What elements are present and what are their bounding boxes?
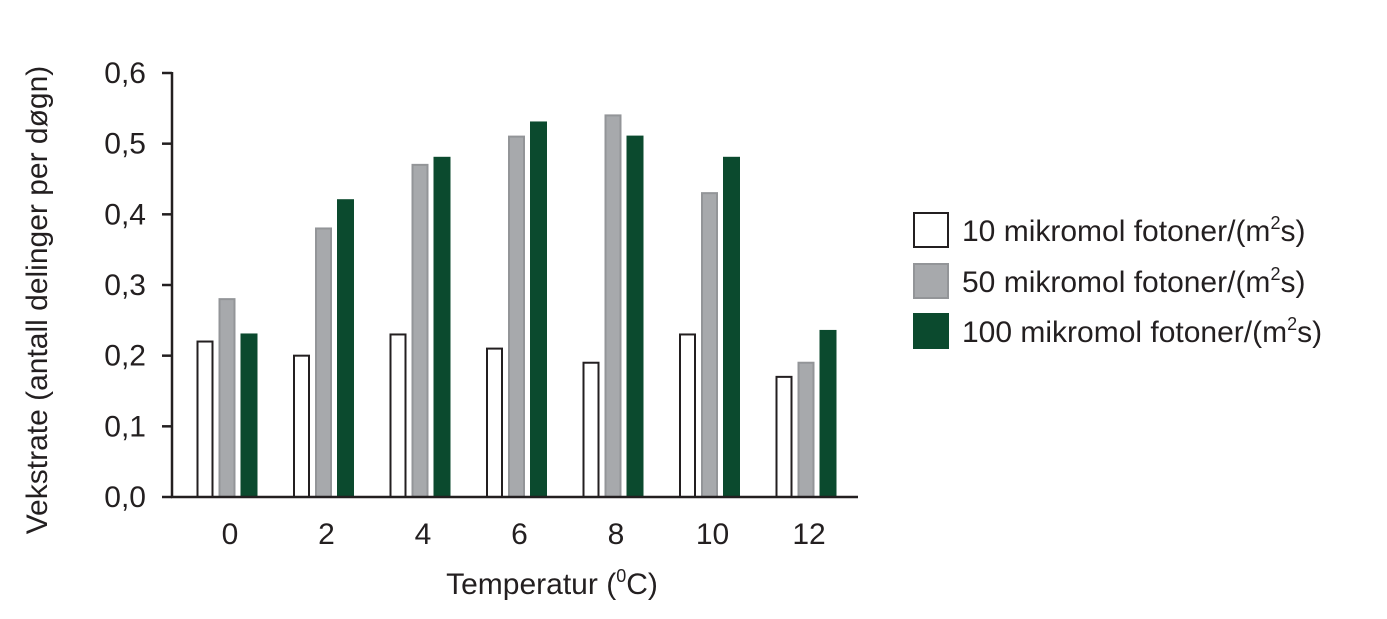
x-axis-label: Temperatur (0C)	[446, 566, 658, 601]
bar-series-3-cat-10	[723, 156, 740, 499]
y-ticks-group: 0,0 0,1 0,2 0,3 0,4 0,5 0,6	[104, 57, 172, 514]
bar-series-2-cat-10	[701, 192, 718, 498]
bar-series-3-cat-8	[626, 135, 644, 498]
x-tick-label: 10	[696, 518, 729, 551]
x-tick-label: 12	[792, 518, 825, 551]
bar-series-2-cat-0	[218, 298, 236, 498]
x-tick-label: 2	[318, 518, 335, 551]
bars-group	[196, 114, 837, 499]
bar-series-1-cat-6	[486, 347, 503, 498]
y-tick-label: 0,5	[104, 128, 146, 161]
x-tick-label: 4	[415, 518, 432, 551]
bar-series-1-cat-2	[293, 354, 310, 498]
bar-series-1-cat-8	[582, 361, 600, 498]
y-tick-label: 0,6	[104, 57, 146, 90]
y-tick-label: 0,3	[104, 269, 146, 302]
bar-series-2-cat-4	[411, 163, 429, 498]
bar-series-2-cat-2	[315, 227, 332, 498]
legend-swatch-3	[913, 313, 949, 349]
bar-series-1-cat-0	[196, 340, 214, 498]
x-tick-label: 0	[222, 518, 239, 551]
bar-series-2-cat-12	[797, 361, 815, 498]
x-tick-label: 8	[608, 518, 625, 551]
legend-label-1: 10 mikromol fotoner/(m2s)	[962, 213, 1305, 248]
y-tick-label: 0,1	[104, 410, 146, 443]
bar-series-2-cat-8	[604, 114, 622, 499]
legend: 10 mikromol fotoner/(m2s) 50 mikromol fot…	[913, 212, 1322, 349]
legend-swatch-1	[913, 212, 949, 248]
legend-label-2: 50 mikromol fotoner/(m2s)	[962, 264, 1305, 299]
bar-series-3-cat-6	[530, 121, 547, 498]
y-tick-label: 0,0	[104, 481, 146, 514]
y-tick-label: 0,2	[104, 340, 146, 373]
bar-series-3-cat-2	[337, 199, 354, 498]
x-ticks-group: 0 2 4 6 8 10 12	[222, 518, 826, 551]
bar-series-3-cat-4	[433, 156, 451, 499]
bar-series-1-cat-4	[389, 333, 407, 499]
bar-series-1-cat-12	[775, 375, 793, 498]
y-axis-label: Vekstrate (antall delinger per døgn)	[21, 66, 54, 535]
bar-series-3-cat-12	[819, 329, 837, 498]
bar-series-3-cat-0	[240, 333, 258, 499]
x-tick-label: 6	[511, 518, 528, 551]
bar-series-2-cat-6	[508, 135, 525, 498]
bar-series-1-cat-10	[679, 333, 696, 499]
legend-swatch-2	[913, 263, 949, 299]
legend-label-3: 100 mikromol fotoner/(m2s)	[962, 314, 1322, 349]
y-tick-label: 0,4	[104, 198, 146, 231]
